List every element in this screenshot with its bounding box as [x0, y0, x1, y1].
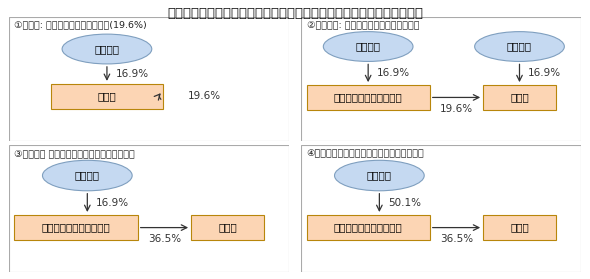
- Text: 韓進重ホールディングス: 韓進重ホールディングス: [42, 223, 110, 233]
- Ellipse shape: [323, 32, 413, 61]
- Text: 36.5%: 36.5%: [440, 234, 473, 244]
- Text: 韓進重ホールディングス: 韓進重ホールディングス: [334, 92, 402, 102]
- Text: 36.5%: 36.5%: [148, 234, 181, 244]
- Text: 韓進重: 韓進重: [510, 92, 529, 102]
- FancyBboxPatch shape: [307, 215, 430, 240]
- Text: 16.9%: 16.9%: [528, 68, 561, 78]
- Text: 韓進重: 韓進重: [218, 223, 237, 233]
- Ellipse shape: [42, 160, 132, 191]
- Text: 総帥一家: 総帥一家: [367, 170, 392, 181]
- Text: ＜韓進重工業の自社株・人的分割・現物出資を利用した持株会社転換＞: ＜韓進重工業の自社株・人的分割・現物出資を利用した持株会社転換＞: [167, 7, 423, 20]
- Text: 韓進重ホールディングス: 韓進重ホールディングス: [334, 223, 402, 233]
- Ellipse shape: [62, 34, 152, 64]
- FancyBboxPatch shape: [51, 84, 163, 109]
- Ellipse shape: [474, 32, 564, 61]
- Text: 16.9%: 16.9%: [115, 69, 149, 79]
- Text: 50.1%: 50.1%: [388, 198, 421, 208]
- Text: 19.6%: 19.6%: [188, 91, 221, 101]
- Text: 総帥一家: 総帥一家: [75, 170, 100, 181]
- FancyBboxPatch shape: [14, 215, 137, 240]
- Text: 総帥一家: 総帥一家: [507, 42, 532, 52]
- Text: 19.6%: 19.6%: [440, 104, 473, 114]
- Text: ①転換前: 韓進重工業の自社株取得(19.6%): ①転換前: 韓進重工業の自社株取得(19.6%): [14, 20, 148, 30]
- Text: ②人的分割: 自社株が子会社部部式に転換: ②人的分割: 自社株が子会社部部式に転換: [307, 20, 419, 30]
- Text: 総帥一家: 総帥一家: [94, 44, 119, 54]
- Text: 16.9%: 16.9%: [96, 198, 129, 208]
- Text: ④現物出資の代価として持株会社の新株取得: ④現物出資の代価として持株会社の新株取得: [307, 149, 424, 158]
- Text: 16.9%: 16.9%: [376, 68, 409, 78]
- Text: 総帥一家: 総帥一家: [356, 42, 381, 52]
- Text: 韓進重: 韓進重: [97, 91, 116, 101]
- FancyBboxPatch shape: [307, 85, 430, 110]
- FancyBboxPatch shape: [483, 215, 556, 240]
- Ellipse shape: [335, 160, 424, 191]
- Text: 韓進重: 韓進重: [510, 223, 529, 233]
- FancyBboxPatch shape: [191, 215, 264, 240]
- Text: ③総帥一家 子会社株式を持株会社に現物出資: ③総帥一家 子会社株式を持株会社に現物出資: [14, 149, 135, 158]
- FancyBboxPatch shape: [483, 85, 556, 110]
